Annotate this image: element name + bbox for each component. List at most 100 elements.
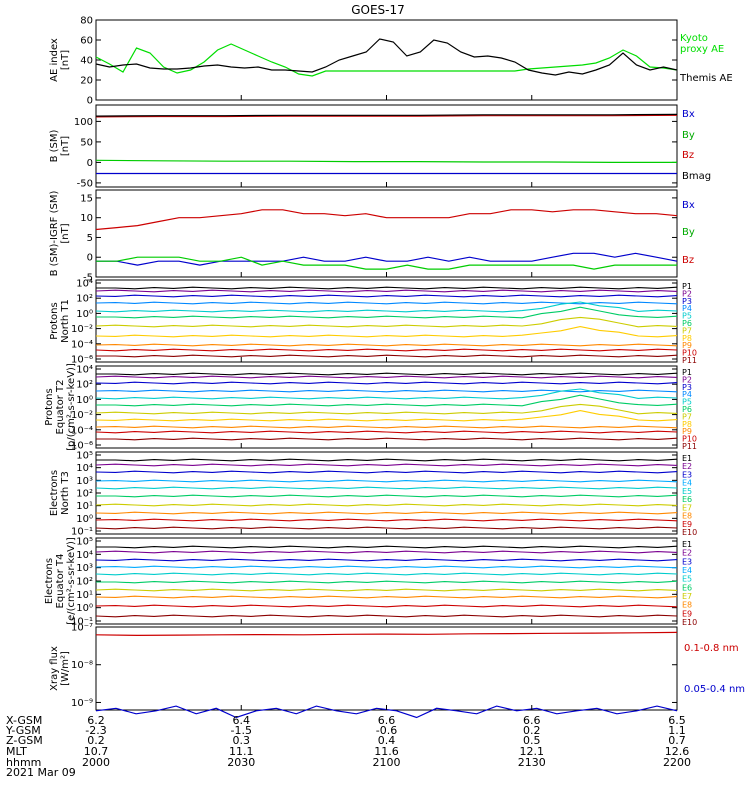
table-cell-mlt: 12.1 [520, 745, 545, 758]
legend-entry: 0.1-0.8 nm [684, 643, 739, 654]
channel-e2 [95, 550, 678, 554]
channel-p2 [95, 375, 678, 379]
y-tick-label: 10⁰ [76, 309, 93, 320]
series-bz [95, 209, 678, 231]
y-tick-label: 0 [87, 158, 93, 169]
table-cell-hhmm: 2200 [663, 756, 691, 769]
y-tick-label: 10¹ [76, 590, 93, 601]
channel-e7 [95, 588, 678, 592]
y-tick-label: 10⁴ [76, 365, 93, 376]
table-cell-mlt: 11.6 [374, 745, 399, 758]
channel-p10 [95, 348, 678, 352]
channel-e8 [95, 511, 678, 515]
legend-entry: Kyoto [680, 33, 708, 44]
table-cell-y: 0.2 [523, 724, 541, 737]
channel-e4 [95, 565, 678, 569]
channel-e10 [95, 526, 678, 530]
series-bx [96, 252, 678, 266]
legend-entry: Bz [682, 255, 694, 266]
y-tick-label: 10⁰ [76, 603, 93, 614]
legend-entry: E5 [682, 487, 692, 496]
y-tick-label: 10⁵ [76, 451, 93, 462]
y-tick-label: 10² [76, 489, 93, 500]
channel-p6 [96, 306, 678, 319]
legend-entry: E9 [682, 520, 692, 529]
channel-e1 [96, 545, 678, 549]
y-tick-label: 10³ [76, 476, 93, 487]
legend-entry: E10 [682, 618, 697, 627]
legend-entry: P2 [682, 289, 692, 298]
channel-e2 [95, 463, 678, 467]
panel-frame [95, 104, 678, 188]
legend-entry: P9 [682, 427, 692, 436]
legend-entry: E7 [682, 503, 692, 512]
y-tick-label: 0 [87, 253, 93, 264]
y-axis-label: [nT] [60, 136, 71, 156]
legend-entry: P7 [682, 326, 692, 335]
channel-p7 [95, 316, 678, 328]
y-tick-label: 10⁰ [76, 395, 93, 406]
y-tick-label: 100 [74, 117, 93, 128]
panel-5: 10⁴ 10² 10⁰ 10⁻² 10⁻⁴ 10⁻⁶ Protons Equator T2 [p… [44, 363, 697, 451]
table-cell-x: 6.2 [87, 714, 105, 727]
legend-entry: E6 [682, 583, 692, 592]
table-cell-mlt: 10.7 [84, 745, 109, 758]
legend-entry: E3 [682, 470, 692, 479]
channel-p6 [96, 394, 678, 407]
table-cell-z: 0.7 [668, 734, 686, 747]
legend-entry: Themis AE [679, 73, 733, 84]
channel-e5 [95, 486, 678, 490]
series-long-wave [95, 631, 678, 637]
y-tick-label: 10⁻¹ [71, 527, 93, 538]
legend-entry: 0.05-0.4 nm [684, 684, 745, 695]
panel-8: 10⁻⁷ 10⁻⁸ 10⁻⁹ Xray flux [W/m²] 0.1-0.8 nm 0.0… [49, 623, 745, 719]
y-tick-label: 0 [87, 96, 93, 107]
table-cell-mlt: 12.6 [665, 745, 690, 758]
channel-p3 [95, 381, 678, 385]
channel-e9 [95, 604, 678, 608]
y-tick-label: 10⁻⁸ [71, 660, 93, 671]
channel-e4 [95, 479, 678, 483]
y-tick-label: 10³ [76, 563, 93, 574]
y-axis-label: AE index [49, 38, 60, 82]
y-axis-label: Electrons [44, 558, 55, 604]
y-axis-label: [nT] [60, 50, 71, 70]
y-tick-label: 10⁻² [71, 410, 93, 421]
y-axis-label: [W/m²] [60, 651, 71, 686]
legend-entry: P11 [682, 356, 697, 365]
legend-entry: P2 [682, 375, 692, 384]
channel-p10 [95, 430, 678, 434]
legend-entry: P10 [682, 349, 697, 358]
y-tick-label: 20 [80, 76, 93, 87]
legend-entry: P4 [682, 390, 692, 399]
y-tick-label: 10 [80, 213, 93, 224]
y-axis-label: Protons [49, 302, 60, 339]
y-axis-label: [p/(cm²-s-sr-keV)] [66, 363, 77, 451]
channel-p8 [95, 326, 678, 338]
series-kyoto-proxy-ae [95, 43, 678, 77]
table-cell-z: 0.5 [523, 734, 541, 747]
channel-p8 [95, 410, 678, 422]
legend-entry: P8 [682, 420, 692, 429]
channel-e7 [95, 503, 678, 507]
legend-entry: E4 [682, 566, 692, 575]
legend-entry: E8 [682, 601, 692, 610]
legend-entry: E6 [682, 495, 692, 504]
table-cell-z: 0.2 [87, 734, 105, 747]
panel-2: -50 0 50 100 B (SM) [nT] Bx By Bz Bmag [49, 104, 711, 189]
row-label: Y-GSM [5, 724, 41, 737]
y-tick-label: 10⁰ [76, 514, 93, 525]
row-label: 2021 Mar 09 [6, 766, 76, 779]
table-cell-y: 1.1 [668, 724, 686, 737]
chart-title: GOES-17 [351, 3, 405, 17]
legend-entry: Bx [682, 200, 695, 211]
y-tick-label: 10² [76, 577, 93, 588]
channel-e5 [95, 572, 678, 576]
legend-entry: P5 [682, 398, 692, 407]
legend-entry: P1 [682, 368, 692, 377]
legend-entry: P10 [682, 435, 697, 444]
legend-entry: E2 [682, 462, 692, 471]
y-tick-label: 10⁻² [71, 324, 93, 335]
